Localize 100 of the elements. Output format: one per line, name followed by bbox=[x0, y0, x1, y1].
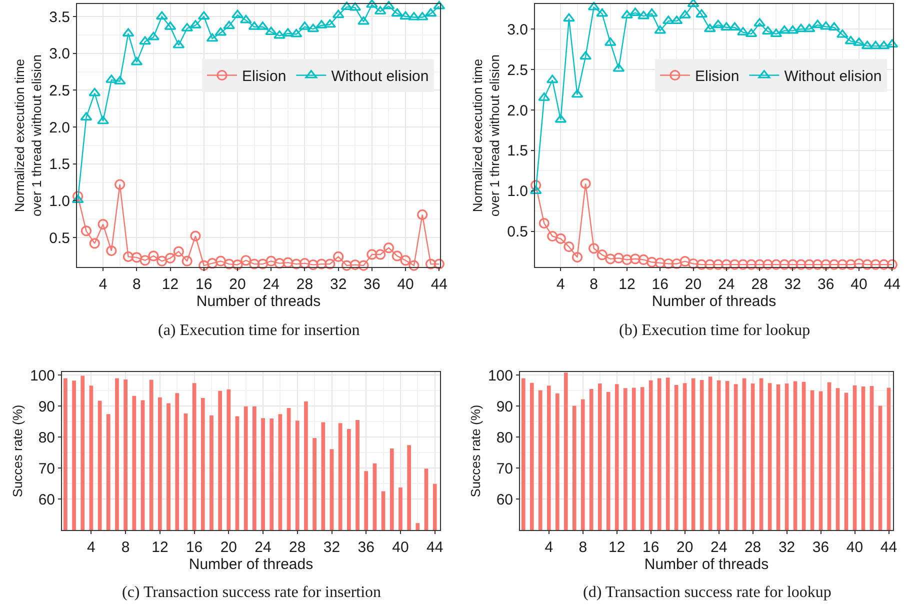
point bbox=[886, 259, 898, 270]
point bbox=[820, 21, 832, 30]
point bbox=[139, 36, 152, 45]
point bbox=[562, 13, 575, 22]
point bbox=[638, 254, 649, 266]
point bbox=[240, 255, 252, 266]
x-tick-label: 36 bbox=[812, 539, 830, 556]
point bbox=[596, 250, 608, 260]
point bbox=[232, 259, 243, 270]
point bbox=[662, 16, 674, 24]
point bbox=[704, 259, 716, 270]
point bbox=[596, 8, 608, 17]
y-tick-label: 60 bbox=[38, 491, 55, 508]
point bbox=[282, 28, 294, 37]
x-tick-label: 8 bbox=[578, 539, 588, 556]
point bbox=[704, 24, 716, 32]
point bbox=[671, 258, 682, 270]
text: (a) Execution time for insertion bbox=[158, 322, 360, 339]
point bbox=[240, 14, 252, 24]
x-tick-label: 4 bbox=[87, 539, 96, 556]
point bbox=[231, 10, 244, 18]
point bbox=[290, 28, 302, 38]
x-tick-label: 24 bbox=[254, 539, 272, 556]
y-tick-label: 2.5 bbox=[49, 82, 70, 100]
point bbox=[408, 260, 420, 271]
point bbox=[80, 226, 92, 236]
x-tick-label: 44 bbox=[880, 539, 898, 556]
point bbox=[98, 218, 108, 230]
point bbox=[156, 11, 168, 20]
x-tick-label: 20 bbox=[676, 539, 694, 556]
x-tick-label: 4 bbox=[544, 539, 554, 556]
x-tick-label: 4 bbox=[556, 276, 565, 293]
x-tick-label: 16 bbox=[196, 276, 212, 293]
point bbox=[214, 27, 227, 36]
y-tick-label: 90 bbox=[496, 398, 513, 416]
y-axis-title: Normalized execution time over 1 thread without elision bbox=[12, 54, 44, 216]
point bbox=[746, 259, 757, 270]
x-tick-label: 24 bbox=[718, 276, 735, 293]
x-axis-title: Number of threads bbox=[652, 293, 776, 310]
x-tick-label: 40 bbox=[846, 539, 864, 556]
text: (d) Transaction success rate for lookup bbox=[583, 584, 832, 601]
point bbox=[564, 241, 574, 252]
point bbox=[383, 242, 394, 254]
point bbox=[870, 259, 881, 270]
point bbox=[861, 40, 874, 50]
x-tick-label: 4 bbox=[98, 276, 108, 293]
point bbox=[530, 180, 542, 191]
y-tick-label: 100 bbox=[30, 367, 55, 384]
x-tick-label: 40 bbox=[397, 276, 414, 293]
point bbox=[190, 230, 201, 242]
point bbox=[89, 238, 100, 249]
point bbox=[804, 259, 815, 270]
point bbox=[282, 257, 294, 268]
point bbox=[546, 74, 558, 84]
point bbox=[122, 251, 134, 262]
x-tick-label: 28 bbox=[751, 276, 768, 293]
point bbox=[820, 259, 832, 270]
x-tick-label: 8 bbox=[590, 276, 598, 293]
point bbox=[249, 258, 260, 270]
x-tick-label: 16 bbox=[642, 539, 660, 556]
point bbox=[332, 10, 344, 18]
x-tick-label: 28 bbox=[744, 539, 762, 556]
point bbox=[696, 259, 707, 270]
point bbox=[538, 218, 550, 229]
point bbox=[148, 250, 159, 262]
x-tick-label: 20 bbox=[220, 539, 238, 556]
point bbox=[862, 259, 873, 270]
point bbox=[224, 258, 234, 270]
x-tick-label: 44 bbox=[430, 276, 448, 293]
point bbox=[97, 116, 110, 124]
point bbox=[646, 8, 658, 17]
point bbox=[878, 259, 890, 270]
point bbox=[417, 209, 428, 220]
point bbox=[274, 30, 286, 39]
point bbox=[131, 252, 142, 263]
y-tick-label: 100 bbox=[488, 367, 513, 384]
point bbox=[408, 12, 420, 20]
point bbox=[88, 88, 101, 96]
y-tick-label: 1.5 bbox=[507, 142, 528, 160]
x-tick-label: 28 bbox=[289, 539, 306, 556]
point bbox=[854, 258, 864, 270]
point bbox=[580, 51, 592, 60]
y-tick-label: 2.0 bbox=[49, 119, 70, 136]
y-tick-label: 80 bbox=[496, 429, 513, 446]
x-tick-label: 32 bbox=[330, 276, 347, 293]
y-tick-label: 1.5 bbox=[49, 156, 70, 174]
x-tick-label: 44 bbox=[884, 276, 901, 293]
y-tick-label: 70 bbox=[38, 460, 55, 478]
y-tick-label: 2.5 bbox=[507, 62, 528, 79]
point bbox=[795, 24, 808, 32]
point bbox=[870, 40, 882, 50]
point bbox=[572, 252, 583, 263]
point bbox=[316, 258, 327, 270]
point bbox=[828, 259, 840, 270]
point bbox=[844, 36, 857, 44]
x-tick-label: 8 bbox=[132, 276, 141, 293]
x-tick-label: 36 bbox=[818, 276, 834, 293]
point bbox=[605, 254, 616, 264]
legend-label: Elision bbox=[242, 68, 286, 86]
point bbox=[796, 259, 806, 270]
